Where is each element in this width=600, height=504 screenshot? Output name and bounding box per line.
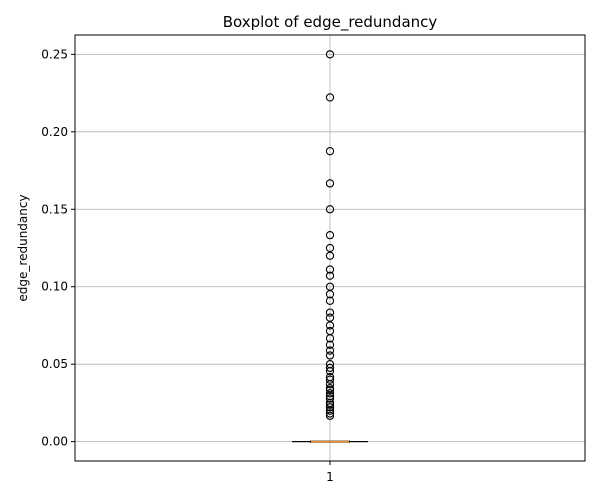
outlier-point: [325, 179, 335, 188]
outlier-point: [325, 403, 335, 412]
y-tick-label: 0.00: [41, 435, 68, 449]
outlier-point: [325, 296, 335, 305]
outlier-point: [325, 400, 335, 409]
outlier-point: [325, 346, 335, 355]
outlier-point: [325, 205, 335, 214]
outlier-point: [325, 375, 335, 384]
outlier-point: [325, 389, 335, 398]
chart-title: Boxplot of edge_redundancy: [223, 13, 438, 32]
boxplot-series: [292, 50, 368, 443]
x-tick-label: 1: [326, 470, 334, 484]
y-tick-label: 0.05: [41, 357, 68, 371]
outlier-point: [325, 406, 335, 415]
y-tick-label: 0.20: [41, 125, 68, 139]
outlier-point: [325, 230, 335, 240]
outlier-point: [325, 265, 335, 274]
outlier-point: [325, 334, 335, 343]
outlier-point: [325, 271, 335, 280]
outlier-point: [325, 367, 335, 376]
outlier-point: [325, 394, 335, 403]
outlier-point: [325, 380, 335, 389]
outlier-point: [325, 251, 335, 260]
grid-lines: [75, 35, 585, 461]
outlier-point: [325, 411, 335, 420]
outlier-point: [325, 147, 335, 156]
y-axis-label: edge_redundancy: [16, 194, 30, 301]
outlier-point: [325, 321, 335, 330]
outlier-point: [325, 50, 335, 59]
outlier-point: [325, 308, 335, 317]
y-tick-label: 0.10: [41, 280, 68, 294]
outlier-point: [325, 409, 335, 418]
axes: 0.00 0.05 0.10 0.15 0.20 0.25 1: [41, 47, 334, 484]
y-tick-label: 0.15: [41, 202, 68, 216]
outlier-point: [325, 93, 335, 102]
outlier-point: [325, 363, 335, 373]
outlier-point: [325, 351, 335, 360]
outlier-point: [325, 340, 335, 349]
y-tick-label: 0.25: [41, 47, 68, 61]
outlier-point: [325, 385, 335, 395]
